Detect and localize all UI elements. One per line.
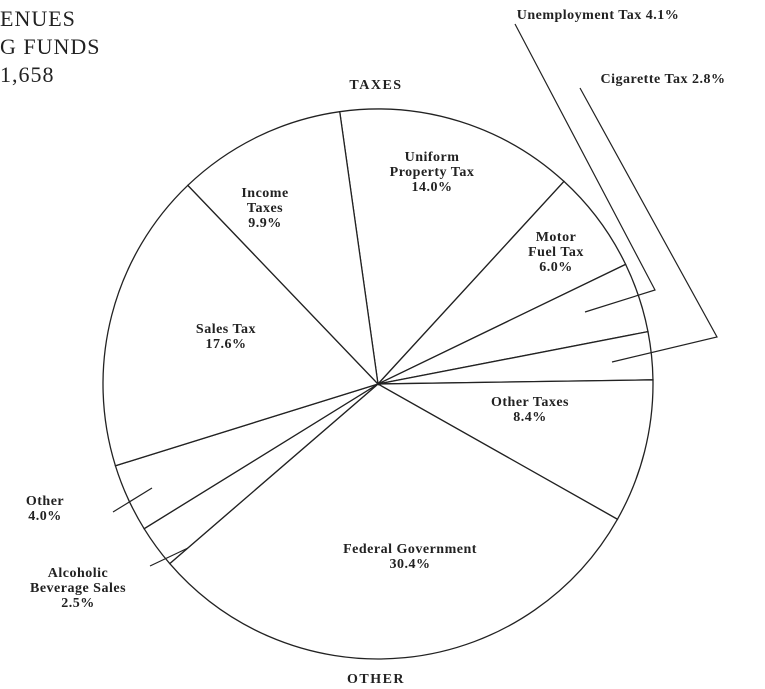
- value-label: 2.5%: [61, 596, 95, 611]
- pie-slice: [168, 383, 619, 660]
- pie-slice: [338, 108, 565, 386]
- slice-label: Other 4.0%: [15, 494, 75, 524]
- slice-label: Alcoholic Beverage Sales 2.5%: [18, 566, 138, 611]
- value-label: 2.8%: [692, 72, 726, 87]
- pie-slice: [102, 184, 380, 467]
- chart-title: G FUNDS: [0, 34, 101, 59]
- category-label: Cigarette Tax: [600, 72, 688, 87]
- leader-line: [149, 547, 189, 567]
- value-label: 8.4%: [513, 410, 547, 425]
- category-label: Motor Fuel Tax: [528, 230, 584, 260]
- slice-label: Motor Fuel Tax 6.0%: [520, 230, 592, 275]
- leader-line: [579, 87, 718, 363]
- value-label: 30.4%: [389, 557, 431, 572]
- category-label: Other: [25, 494, 65, 509]
- slice-label: Uniform Property Tax 14.0%: [387, 150, 477, 195]
- category-label: Income Taxes: [241, 186, 289, 216]
- chart-title: ENUES: [0, 6, 76, 31]
- slice-label: Sales Tax 17.6%: [176, 322, 276, 352]
- value-label: 9.9%: [248, 216, 282, 231]
- group-label: OTHER: [346, 672, 406, 687]
- value-label: 4.0%: [28, 509, 62, 524]
- category-label: Uniform Property Tax: [389, 150, 475, 180]
- category-label: Unemployment Tax: [516, 8, 642, 23]
- slice-label: Other Taxes 8.4%: [465, 395, 595, 425]
- category-label: Other Taxes: [491, 395, 569, 410]
- leader-line: [514, 23, 656, 313]
- category-label: Alcoholic Beverage Sales: [29, 566, 127, 596]
- leader-line: [112, 487, 153, 513]
- value-label: 17.6%: [205, 337, 247, 352]
- leader-lines: [112, 23, 718, 567]
- slice-label: Unemployment Tax 4.1%: [458, 8, 738, 23]
- group-label: TAXES: [349, 78, 403, 93]
- chart-title: 1,658: [0, 62, 55, 87]
- pie-slice: [375, 379, 654, 521]
- value-label: 4.1%: [645, 8, 680, 23]
- slice-label: Income Taxes 9.9%: [229, 186, 301, 231]
- category-label: Federal Government: [343, 542, 477, 557]
- slice-label: Cigarette Tax 2.8%: [563, 72, 763, 87]
- slice-label: Federal Government 30.4%: [305, 542, 515, 572]
- pie-slice: [186, 110, 379, 386]
- value-label: 14.0%: [411, 180, 453, 195]
- value-label: 6.0%: [539, 260, 573, 275]
- category-label: Sales Tax: [195, 322, 257, 337]
